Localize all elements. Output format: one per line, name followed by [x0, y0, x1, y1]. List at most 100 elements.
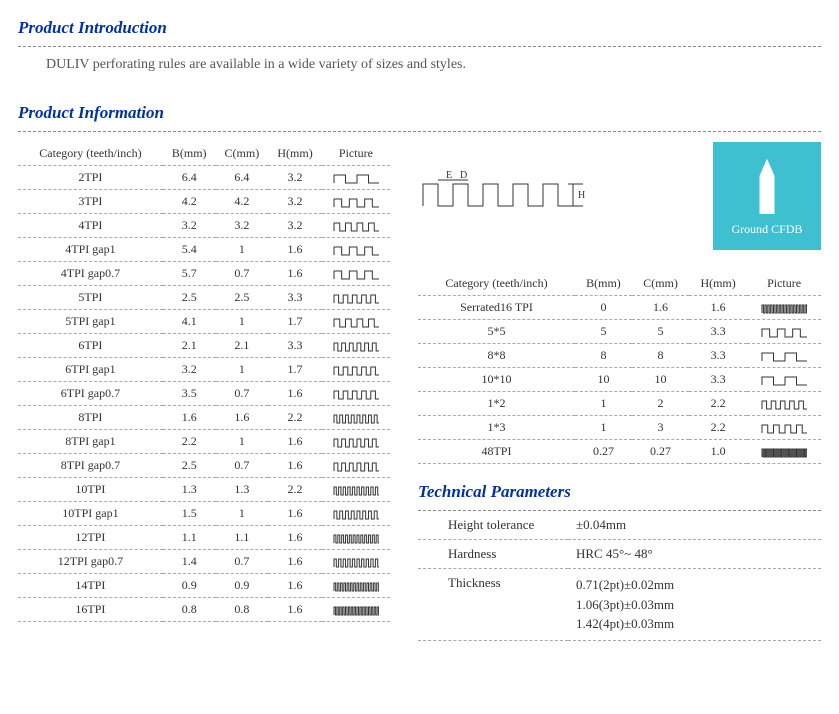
cell-picture: [322, 430, 390, 454]
svg-text:H: H: [578, 190, 585, 201]
cell-b: 1.5: [163, 502, 216, 526]
cell-c: 2: [632, 392, 689, 416]
table-row: 4TPI gap0.75.70.71.6: [18, 262, 390, 286]
divider: [18, 131, 821, 132]
cell-h: 2.2: [689, 392, 747, 416]
cell-picture: [322, 190, 390, 214]
cell-b: 3.2: [163, 214, 216, 238]
cell-c: 1.6: [632, 296, 689, 320]
cell-c: 0.27: [632, 440, 689, 464]
cell-category: 48TPI: [418, 440, 575, 464]
col-c: C(mm): [632, 272, 689, 296]
cell-c: 4.2: [216, 190, 269, 214]
cell-h: 1.6: [268, 574, 322, 598]
height-tol-label: Height tolerance: [418, 511, 568, 540]
cell-picture: [322, 382, 390, 406]
cell-b: 1: [575, 416, 632, 440]
cell-h: 1.6: [268, 454, 322, 478]
thickness-v3: 1.42(4pt)±0.03mm: [576, 614, 813, 634]
cell-h: 3.2: [268, 190, 322, 214]
cell-c: 3: [632, 416, 689, 440]
cell-h: 1.0: [689, 440, 747, 464]
cell-category: 10TPI gap1: [18, 502, 163, 526]
table-row: 5*5553.3: [418, 320, 821, 344]
cell-picture: [747, 392, 821, 416]
cell-c: 0.7: [216, 550, 269, 574]
svg-text:D: D: [460, 170, 467, 181]
cell-h: 2.2: [689, 416, 747, 440]
table-row: 8TPI gap0.72.50.71.6: [18, 454, 390, 478]
cell-picture: [322, 358, 390, 382]
cell-category: 12TPI: [18, 526, 163, 550]
cell-b: 2.5: [163, 286, 216, 310]
cell-b: 10: [575, 368, 632, 392]
col-category: Category (teeth/inch): [18, 142, 163, 166]
cell-h: 2.2: [268, 406, 322, 430]
cell-picture: [747, 344, 821, 368]
cell-b: 0.27: [575, 440, 632, 464]
table-row: 1*3132.2: [418, 416, 821, 440]
cell-picture: [322, 502, 390, 526]
cell-picture: [322, 478, 390, 502]
cell-category: Serrated16 TPI: [418, 296, 575, 320]
cell-picture: [322, 598, 390, 622]
cell-category: 10TPI: [18, 478, 163, 502]
cell-c: 1: [216, 430, 269, 454]
divider: [18, 46, 821, 47]
cell-h: 1.6: [268, 526, 322, 550]
col-category: Category (teeth/inch): [418, 272, 575, 296]
cell-category: 4TPI: [18, 214, 163, 238]
cell-b: 3.2: [163, 358, 216, 382]
cell-picture: [322, 334, 390, 358]
cell-category: 6TPI gap0.7: [18, 382, 163, 406]
cell-h: 3.3: [268, 286, 322, 310]
right-table: Category (teeth/inch) B(mm) C(mm) H(mm) …: [418, 272, 821, 464]
cell-category: 5TPI: [18, 286, 163, 310]
cell-c: 0.8: [216, 598, 269, 622]
table-row: 8*8883.3: [418, 344, 821, 368]
cell-picture: [322, 310, 390, 334]
height-tol-value: ±0.04mm: [568, 511, 821, 540]
cell-category: 8TPI gap1: [18, 430, 163, 454]
thickness-label: Thickness: [418, 569, 568, 641]
table-row: 6TPI gap0.73.50.71.6: [18, 382, 390, 406]
table-row: 2TPI6.46.43.2: [18, 166, 390, 190]
cell-b: 5.7: [163, 262, 216, 286]
cell-b: 3.5: [163, 382, 216, 406]
cell-picture: [747, 440, 821, 464]
cell-c: 3.2: [216, 214, 269, 238]
cell-category: 8*8: [418, 344, 575, 368]
col-b: B(mm): [575, 272, 632, 296]
svg-text:E: E: [446, 170, 452, 181]
cell-b: 1.1: [163, 526, 216, 550]
table-row: 8TPI1.61.62.2: [18, 406, 390, 430]
cell-b: 2.2: [163, 430, 216, 454]
cell-category: 3TPI: [18, 190, 163, 214]
cell-picture: [322, 550, 390, 574]
cell-b: 1.4: [163, 550, 216, 574]
cell-category: 2TPI: [18, 166, 163, 190]
cell-h: 1.6: [268, 382, 322, 406]
cell-b: 1.6: [163, 406, 216, 430]
cell-picture: [322, 262, 390, 286]
cell-h: 3.2: [268, 214, 322, 238]
cell-b: 0.8: [163, 598, 216, 622]
cell-h: 1.6: [268, 262, 322, 286]
cell-c: 1: [216, 502, 269, 526]
cell-category: 5*5: [418, 320, 575, 344]
table-row: Serrated16 TPI01.61.6: [418, 296, 821, 320]
left-table: Category (teeth/inch) B(mm) C(mm) H(mm) …: [18, 142, 390, 622]
cell-picture: [747, 368, 821, 392]
cell-b: 4.1: [163, 310, 216, 334]
cell-category: 10*10: [418, 368, 575, 392]
hardness-label: Hardness: [418, 540, 568, 569]
ground-cfdb-box: Ground CFDB: [713, 142, 821, 250]
table-row: 14TPI0.90.91.6: [18, 574, 390, 598]
cell-picture: [322, 166, 390, 190]
cell-h: 1.6: [689, 296, 747, 320]
table-row: 8TPI gap12.211.6: [18, 430, 390, 454]
cell-picture: [322, 406, 390, 430]
cell-category: 1*3: [418, 416, 575, 440]
table-row: 10TPI gap11.511.6: [18, 502, 390, 526]
cell-category: 4TPI gap1: [18, 238, 163, 262]
